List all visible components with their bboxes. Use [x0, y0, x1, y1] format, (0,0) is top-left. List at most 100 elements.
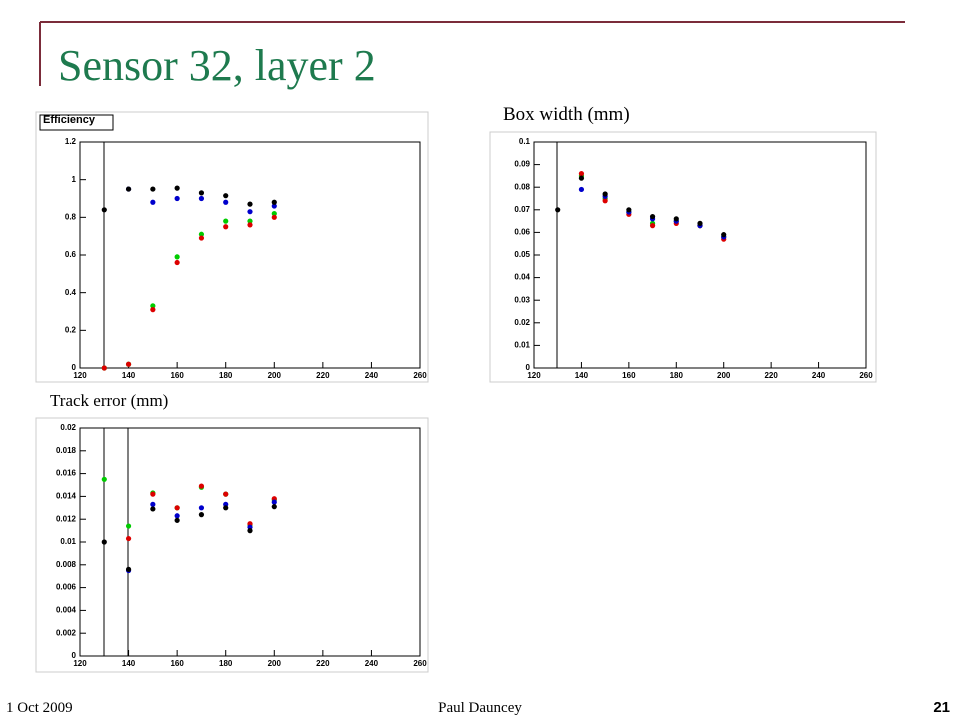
data-point [150, 307, 156, 313]
data-point [247, 201, 253, 207]
data-point [649, 223, 656, 229]
x-tick-label: 260 [859, 371, 873, 380]
x-tick-label: 140 [575, 371, 589, 380]
data-point [578, 175, 585, 181]
data-point [150, 501, 156, 507]
data-point [125, 186, 132, 192]
data-point [247, 528, 253, 534]
x-tick-label: 200 [268, 371, 282, 380]
y-tick-label: 0.1 [519, 137, 531, 146]
data-point [223, 218, 229, 224]
data-point [247, 222, 253, 228]
y-tick-label: 0.004 [56, 606, 77, 615]
data-point [223, 491, 229, 497]
y-tick-label: 0.012 [56, 514, 77, 523]
x-tick-label: 120 [527, 371, 541, 380]
y-tick-label: 0 [526, 363, 531, 372]
y-tick-label: 0.2 [65, 325, 77, 334]
x-tick-label: 180 [670, 371, 684, 380]
y-tick-label: 0.02 [60, 423, 76, 432]
x-tick-label: 260 [413, 659, 427, 668]
data-point [174, 513, 180, 519]
data-point [271, 199, 277, 205]
data-point [101, 365, 107, 371]
data-point [125, 566, 132, 572]
x-tick-label: 180 [219, 371, 233, 380]
x-tick-label: 180 [219, 659, 233, 668]
chart-panel [489, 131, 877, 383]
x-tick-label: 240 [365, 659, 379, 668]
data-point [150, 506, 156, 512]
y-tick-label: 0.8 [65, 212, 77, 221]
data-point [174, 517, 180, 523]
data-point [101, 207, 107, 213]
data-point [602, 198, 608, 204]
y-tick-label: 0.01 [60, 537, 76, 546]
x-tick-label: 240 [812, 371, 826, 380]
data-point [271, 203, 277, 209]
data-point [223, 505, 229, 511]
y-tick-label: 0.014 [56, 492, 77, 501]
data-point [150, 303, 156, 309]
y-tick-label: 0.08 [514, 182, 530, 191]
data-point [247, 209, 253, 215]
y-tick-label: 0.03 [514, 295, 530, 304]
data-point [626, 207, 632, 213]
chart-panel [35, 111, 429, 383]
data-point [198, 195, 205, 202]
x-tick-label: 240 [365, 371, 379, 380]
data-point [223, 224, 229, 230]
x-tick-label: 220 [316, 659, 330, 668]
data-point [198, 190, 205, 196]
slide-title: Sensor 32, layer 2 [58, 41, 376, 90]
page-number: 21 [933, 699, 950, 716]
data-point [174, 505, 180, 511]
data-point [150, 491, 156, 497]
data-point [150, 199, 156, 205]
data-point [198, 231, 205, 237]
chart-title: Efficiency [43, 114, 96, 126]
x-tick-label: 160 [170, 371, 184, 380]
data-point [198, 483, 205, 489]
data-point [721, 232, 727, 238]
y-tick-label: 0.4 [65, 288, 77, 297]
data-point [150, 186, 156, 192]
x-tick-label: 160 [170, 659, 184, 668]
footer-author: Paul Dauncey [438, 700, 522, 716]
data-point [223, 193, 229, 199]
x-tick-label: 220 [764, 371, 778, 380]
y-tick-label: 0.06 [514, 228, 530, 237]
chart-title: Box width (mm) [503, 104, 630, 125]
x-tick-label: 220 [316, 371, 330, 380]
y-tick-label: 0.05 [514, 250, 530, 259]
y-tick-label: 0.09 [514, 160, 530, 169]
data-point [101, 539, 107, 545]
x-tick-label: 200 [717, 371, 731, 380]
data-point [125, 361, 132, 367]
x-tick-label: 200 [268, 659, 282, 668]
x-tick-label: 260 [413, 371, 427, 380]
y-tick-label: 0.016 [56, 469, 77, 478]
data-point [578, 171, 585, 177]
data-point [198, 512, 205, 518]
data-point [174, 254, 180, 260]
chart-title: Track error (mm) [50, 391, 168, 410]
y-tick-label: 0.02 [514, 318, 530, 327]
y-tick-label: 0 [72, 363, 77, 372]
data-point [271, 214, 277, 220]
y-tick-label: 0.008 [56, 560, 77, 569]
data-point [174, 195, 180, 202]
plot-frame [79, 427, 421, 657]
data-point [125, 523, 132, 529]
data-point [555, 207, 561, 213]
x-tick-label: 140 [122, 659, 136, 668]
x-tick-label: 120 [73, 659, 87, 668]
footer-date: 1 Oct 2009 [6, 700, 73, 716]
data-point [271, 504, 277, 510]
y-tick-label: 1 [72, 175, 77, 184]
data-point [578, 186, 585, 193]
data-point [673, 216, 679, 222]
data-point [649, 213, 656, 220]
data-point [198, 235, 205, 241]
